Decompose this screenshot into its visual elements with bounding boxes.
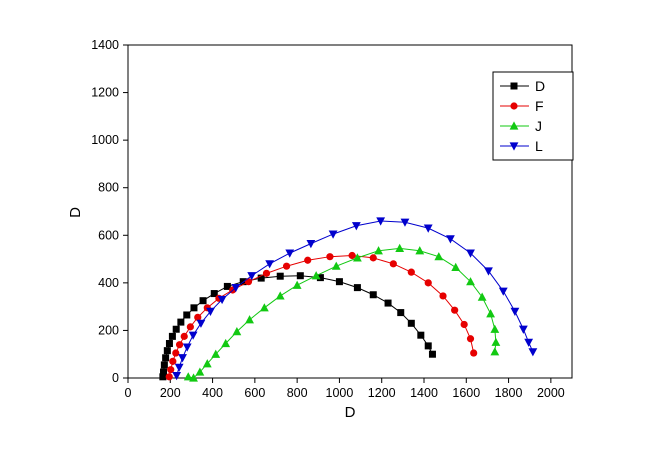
x-tick-label: 1800: [495, 386, 523, 400]
series-L: [172, 217, 538, 381]
series-F: [165, 251, 478, 381]
y-tick-label: 1200: [91, 86, 119, 100]
y-tick-label: 1400: [91, 38, 119, 52]
x-axis: 0 200 400 600 800 1000 1200 1400 1600 1800 2000: [125, 378, 565, 400]
x-tick-label: 1400: [410, 386, 438, 400]
x-tick-label: 0: [125, 386, 132, 400]
series-D: [159, 272, 436, 381]
y-axis-title: D: [66, 207, 84, 218]
legend-item-J: J: [500, 118, 542, 134]
x-tick-label: 200: [160, 386, 181, 400]
x-tick-label: 1600: [452, 386, 480, 400]
x-tick-label: 600: [244, 386, 265, 400]
x-tick-label: 1200: [368, 386, 396, 400]
x-tick-label: 400: [202, 386, 223, 400]
legend-label: F: [535, 98, 544, 114]
legend-item-L: L: [500, 138, 543, 154]
y-tick-label: 200: [98, 323, 119, 337]
legend-label: L: [535, 138, 543, 154]
plot-border: [127, 44, 573, 379]
series-J: [183, 243, 501, 382]
legend-label: D: [535, 78, 545, 94]
y-tick-label: 0: [112, 371, 119, 385]
legend-label: J: [535, 118, 542, 134]
y-tick-label: 1000: [91, 133, 119, 147]
legend-box: [492, 71, 574, 161]
x-tick-label: 1000: [326, 386, 354, 400]
x-axis-title: D: [344, 404, 356, 421]
x-tick-label: 800: [287, 386, 308, 400]
y-axis: 0 200 400 600 800 1000 1200 1400: [91, 38, 128, 385]
y-tick-label: 800: [98, 181, 119, 195]
legend-item-D: D: [500, 78, 545, 94]
x-tick-label: 2000: [537, 386, 565, 400]
y-tick-label: 400: [98, 276, 119, 290]
legend-item-F: F: [500, 98, 544, 114]
y-tick-label: 600: [98, 228, 119, 242]
